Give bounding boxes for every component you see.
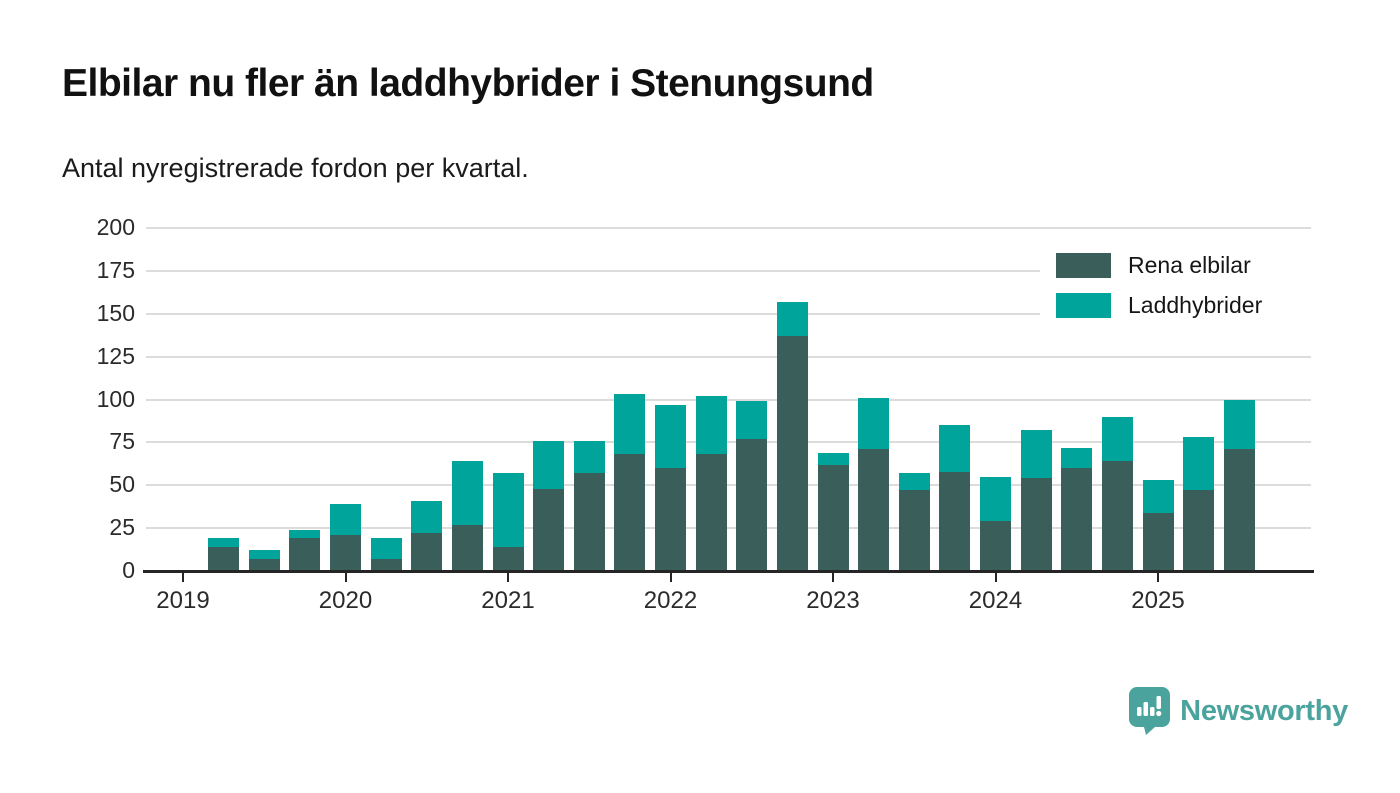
x-axis-tick-2022 xyxy=(669,572,672,582)
gridline-125 xyxy=(146,355,1311,358)
gridline-75 xyxy=(146,441,1311,444)
bar-segment-laddhybrider xyxy=(330,504,361,535)
bar-segment-laddhybrider xyxy=(1061,447,1093,469)
speech-bubble-bar-chart-icon xyxy=(1129,687,1171,735)
bar-segment-laddhybrider xyxy=(655,404,686,469)
bar-segment-rena-elbilar xyxy=(980,521,1011,571)
bar-segment-rena-elbilar xyxy=(776,336,808,571)
legend-item-laddhybrider: Laddhybrider xyxy=(1056,292,1318,319)
bar-segment-rena-elbilar xyxy=(208,546,240,571)
x-axis-label: 2021 xyxy=(481,587,535,614)
y-axis-label: 175 xyxy=(96,256,135,283)
gridline-50 xyxy=(146,484,1311,487)
bar-segment-laddhybrider xyxy=(1223,399,1255,450)
x-axis-label: 2024 xyxy=(968,587,1023,614)
y-axis-label: 0 xyxy=(122,557,135,583)
x-axis-line xyxy=(143,569,1314,573)
bar-segment-laddhybrider xyxy=(1101,416,1133,462)
bar-segment-laddhybrider xyxy=(533,440,565,489)
x-axis-tick-2021 xyxy=(507,572,509,582)
bar-segment-rena-elbilar xyxy=(655,468,686,571)
bar-segment-rena-elbilar xyxy=(695,454,727,571)
bar-segment-rena-elbilar xyxy=(858,449,890,571)
bar-segment-laddhybrider xyxy=(370,538,402,559)
bar-segment-rena-elbilar xyxy=(736,438,768,571)
bar-segment-laddhybrider xyxy=(248,550,280,559)
x-axis-label: 2023 xyxy=(806,587,860,614)
y-axis-label: 50 xyxy=(109,471,135,498)
bar-segment-laddhybrider xyxy=(1020,430,1052,479)
bar-segment-rena-elbilar xyxy=(898,490,930,571)
bar-segment-rena-elbilar xyxy=(451,524,483,571)
x-axis-tick-2024 xyxy=(994,572,997,582)
bar-segment-rena-elbilar xyxy=(248,558,280,571)
y-axis-label: 75 xyxy=(109,428,135,455)
gridline-200 xyxy=(146,227,1311,229)
bar-segment-rena-elbilar xyxy=(330,534,361,571)
legend-swatch-rena-elbilar xyxy=(1056,253,1111,278)
bar-segment-laddhybrider xyxy=(858,397,890,450)
legend-label: Laddhybrider xyxy=(1128,292,1263,318)
bar-segment-laddhybrider xyxy=(614,394,646,455)
y-axis-label: 25 xyxy=(109,514,135,541)
bar-segment-rena-elbilar xyxy=(573,473,605,571)
bar-segment-rena-elbilar xyxy=(533,488,565,571)
y-axis-label: 125 xyxy=(96,342,135,369)
gridline-100 xyxy=(146,398,1311,401)
bar-segment-rena-elbilar xyxy=(492,546,524,571)
bar-segment-rena-elbilar xyxy=(1142,512,1174,571)
bar-segment-laddhybrider xyxy=(492,473,524,547)
bar-segment-rena-elbilar xyxy=(614,454,646,571)
gridline-25 xyxy=(146,527,1311,530)
bar-segment-laddhybrider xyxy=(411,500,443,534)
bar-segment-rena-elbilar xyxy=(817,464,849,571)
bar-segment-laddhybrider xyxy=(736,401,768,439)
bar-segment-rena-elbilar xyxy=(289,538,321,571)
bar-segment-laddhybrider xyxy=(573,440,605,474)
x-axis-tick-2025 xyxy=(1157,572,1159,582)
x-axis-tick-2023 xyxy=(832,572,834,582)
chart-legend: Rena elbilar Laddhybrider xyxy=(1040,240,1318,331)
x-axis-tick-2019 xyxy=(182,572,184,582)
bar-segment-laddhybrider xyxy=(776,301,808,337)
brand-name: Newsworthy xyxy=(1180,694,1348,727)
bar-segment-rena-elbilar xyxy=(411,533,443,571)
bar-segment-rena-elbilar xyxy=(1020,478,1052,571)
bar-segment-laddhybrider xyxy=(1142,480,1174,513)
x-axis-tick-2020 xyxy=(344,572,347,582)
y-axis-label: 200 xyxy=(96,214,135,240)
legend-item-rena-elbilar: Rena elbilar xyxy=(1056,252,1318,279)
bar-segment-rena-elbilar xyxy=(370,558,402,571)
bar-segment-laddhybrider xyxy=(289,529,321,539)
bar-segment-laddhybrider xyxy=(451,461,483,525)
newsworthy-logo: Newsworthy xyxy=(1129,687,1348,735)
x-axis-label: 2019 xyxy=(156,587,210,614)
bar-segment-laddhybrider xyxy=(208,538,240,547)
bar-segment-laddhybrider xyxy=(898,473,930,491)
bar-segment-laddhybrider xyxy=(1183,437,1215,491)
y-axis-label: 150 xyxy=(96,299,135,326)
bar-segment-laddhybrider xyxy=(695,396,727,455)
bar-segment-laddhybrider xyxy=(817,452,849,465)
bar-segment-rena-elbilar xyxy=(939,471,971,571)
x-axis-label: 2025 xyxy=(1131,587,1185,614)
bar-segment-rena-elbilar xyxy=(1101,461,1133,571)
chart-title: Elbilar nu fler än laddhybrider i Stenun… xyxy=(62,62,874,105)
bar-segment-rena-elbilar xyxy=(1223,449,1255,571)
x-axis-label: 2020 xyxy=(318,587,373,614)
gridline-175 xyxy=(146,269,1311,272)
bar-segment-laddhybrider xyxy=(939,425,971,472)
bar-segment-rena-elbilar xyxy=(1061,468,1093,571)
chart-subtitle: Antal nyregistrerade fordon per kvartal. xyxy=(62,153,529,183)
bar-segment-rena-elbilar xyxy=(1183,490,1215,571)
legend-label: Rena elbilar xyxy=(1128,252,1251,278)
legend-swatch-laddhybrider xyxy=(1056,293,1111,318)
x-axis-label: 2022 xyxy=(643,587,698,614)
bar-segment-laddhybrider xyxy=(980,476,1011,522)
y-axis-label: 100 xyxy=(96,385,135,412)
gridline-150 xyxy=(146,312,1311,315)
